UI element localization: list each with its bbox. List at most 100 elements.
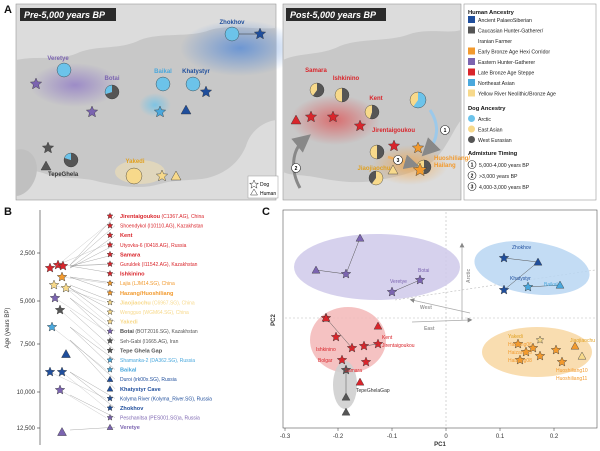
pca-west-label: West xyxy=(420,305,432,311)
timeline-ticks: 2,500 5,000 7,500 10,000 12,500 xyxy=(17,251,40,432)
panel-b-label: B xyxy=(4,206,12,218)
pca-orange-star xyxy=(520,346,532,357)
pca-label-jiaojiaochu: Jiaojiaochu xyxy=(570,338,595,344)
timeline-sample-star xyxy=(56,366,68,377)
pca-xtick-label: -0.1 xyxy=(387,434,398,440)
map-label-huoshiliang: Huoshiliang/ xyxy=(434,156,470,162)
timeline-entry: Shamanka-2 (DA362.SG), Russia xyxy=(120,358,195,364)
ishkinino-star xyxy=(326,110,340,123)
timeline-marker-star xyxy=(106,346,114,354)
tepeghela-star xyxy=(41,141,55,154)
zhokhov-dog-star xyxy=(253,27,267,40)
pca-red-star xyxy=(346,342,358,353)
legend-label: Yellow River Neolithic/Bronze Age xyxy=(478,92,556,98)
pca-yellow-triangle xyxy=(577,351,587,360)
khatystyr-star xyxy=(199,85,213,98)
map-label-hailang: Hailang xyxy=(434,163,456,169)
pca-label-zhokhov: Zhokhov xyxy=(512,245,532,251)
timeline-marker-star xyxy=(106,289,114,296)
legend-swatch xyxy=(468,89,475,97)
timeline-marker-star xyxy=(106,269,114,277)
admixture-timing-items: 1 5,000-4,000 years BP 2 >3,000 years BP 3 4,… xyxy=(467,160,530,191)
timeline-marker-star xyxy=(106,356,114,364)
dog-legend-label: West Eurasian xyxy=(478,138,512,144)
dog-legend-swatch xyxy=(468,125,475,133)
dog-legend-swatch xyxy=(468,115,475,122)
timeline-marker-triangle xyxy=(106,385,114,392)
timeline-sample-triangle xyxy=(57,427,67,436)
baikal-dog-pie xyxy=(155,76,171,92)
legend-label: Northeast Asian xyxy=(478,81,515,87)
veretye-dog-pie xyxy=(56,62,72,78)
pca-xtick-label: 0 xyxy=(444,434,448,440)
timeline-marker-star xyxy=(106,308,114,316)
pca-orange-star xyxy=(512,338,524,349)
pca-orange-star xyxy=(527,342,539,353)
pca-orange-star xyxy=(534,350,546,361)
pca-eastern-hg-ellipse xyxy=(294,234,460,300)
map-label-samara: Samara xyxy=(305,68,327,74)
timeline-sample-star xyxy=(57,260,69,271)
timeline-marker-star xyxy=(106,404,114,412)
map-timing-badge xyxy=(393,155,403,165)
timeline-marker-triangle xyxy=(106,375,114,382)
map-markers: 2 1 3 xyxy=(29,26,450,189)
legend-label: Ancient PalaeoSiberian xyxy=(478,18,532,24)
pca-red-star xyxy=(336,354,348,365)
dog-ancestry-items: Arctic East Asian West Eurasian xyxy=(468,115,512,144)
timing-number-badge xyxy=(467,160,477,169)
pca-steppe-ellipse xyxy=(310,307,386,373)
legend-swatch xyxy=(468,26,475,34)
timing-number: 2 xyxy=(471,174,474,180)
timing-number-badge xyxy=(467,182,477,191)
samara-triangle xyxy=(290,114,302,125)
admixture-arrow-1 xyxy=(421,109,441,157)
pca-points xyxy=(311,233,587,416)
legend-label: Early Bronze Age Hexi Corridor xyxy=(478,50,550,56)
pca-labels: Botai Veretye Zhokhov Khatystyr Baikal Ishkin… xyxy=(316,245,595,394)
map-label-baikal: Baikal xyxy=(154,69,172,75)
timeline-entry: Kent xyxy=(120,233,133,239)
pca-label-jirentaigoukou: Jirentaigoukou xyxy=(382,343,415,349)
samara-star xyxy=(304,110,318,123)
timeline-marker-star xyxy=(106,221,114,229)
timeline-panel: 2,500 5,000 7,500 10,000 12,500 Age (years B… xyxy=(5,210,212,445)
timeline-sample-star xyxy=(54,304,66,315)
pca-label-kent: Kent xyxy=(382,335,393,341)
legend-label: Caucasian Hunter-Gatherer/ xyxy=(478,29,544,35)
timeline-marker-star xyxy=(106,327,114,335)
pca-orange-star xyxy=(550,344,562,355)
dog-legend-label: East Asian xyxy=(478,128,503,134)
human-ancestry-title: Human Ancestry xyxy=(468,10,515,16)
pca-orange-triangle xyxy=(570,341,580,350)
pca-purple-triangle xyxy=(355,233,365,242)
timeline-marker-star xyxy=(106,365,114,373)
timing-number-badge xyxy=(467,171,477,180)
map-label-tepeghela: TepeGhela xyxy=(48,172,79,178)
timeline-marker-star xyxy=(106,394,114,402)
baikal-star xyxy=(153,105,167,118)
legend-swatch xyxy=(468,47,475,55)
timeline-marker-triangle xyxy=(106,423,114,430)
pca-purple-star xyxy=(414,274,426,285)
timeline-entry: Veretye xyxy=(120,425,140,431)
timing-number: 3 xyxy=(471,185,474,191)
zhokhov-dog-pie xyxy=(224,26,240,42)
pca-label-botai: Botai xyxy=(418,268,429,274)
pca-label-haizang08: Haizang08 xyxy=(508,358,532,364)
pca-blue-star xyxy=(498,284,510,295)
pca-grey-triangle xyxy=(341,407,351,416)
map-label-zhokhov: Zhokhov xyxy=(220,20,246,26)
human-legend-label: Human xyxy=(260,191,276,197)
pca-red-star xyxy=(358,340,370,351)
admixture-timing-title: Admixture Timing xyxy=(468,151,518,157)
timeline-sample-star xyxy=(44,366,56,377)
pca-ylabel: PC2 xyxy=(271,314,277,326)
pca-lightblue-star xyxy=(522,281,534,292)
pca-panel: Arctic West East -0.3 -0.2 -0.1 0 0.1 0.2 PC1… xyxy=(271,209,598,448)
pca-east-label: East xyxy=(424,326,435,332)
timeline-entry: Kolyma River (Kolyma_River.SG), Russia xyxy=(120,396,212,402)
pca-label-bolgar: Bolgar xyxy=(318,358,333,364)
ancestry-legend: Human Ancestry Ancient PalaeoSiberian Cau… xyxy=(463,3,597,201)
timeline-entry: Khatystyr Cave xyxy=(120,387,161,393)
